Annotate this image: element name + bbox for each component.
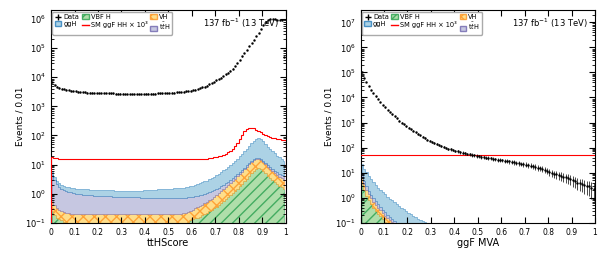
Text: 137 fb$^{-1}$ (13 TeV): 137 fb$^{-1}$ (13 TeV) bbox=[203, 17, 278, 30]
Text: CMS: CMS bbox=[370, 17, 397, 27]
Text: CMS: CMS bbox=[61, 17, 88, 27]
Legend: Data, ggH, VBF H, SM ggF HH × 10³, VH, t$\bar{t}$H: Data, ggH, VBF H, SM ggF HH × 10³, VH, t… bbox=[52, 12, 172, 35]
Legend: Data, ggH, VBF H, SM ggF HH × 10³, VH, t$\bar{t}$H: Data, ggH, VBF H, SM ggF HH × 10³, VH, t… bbox=[362, 12, 482, 35]
X-axis label: ggF MVA: ggF MVA bbox=[457, 238, 499, 248]
Y-axis label: Events / 0.01: Events / 0.01 bbox=[325, 87, 334, 146]
X-axis label: ttHScore: ttHScore bbox=[147, 238, 189, 248]
Text: 137 fb$^{-1}$ (13 TeV): 137 fb$^{-1}$ (13 TeV) bbox=[512, 17, 588, 30]
Y-axis label: Events / 0.01: Events / 0.01 bbox=[15, 87, 24, 146]
